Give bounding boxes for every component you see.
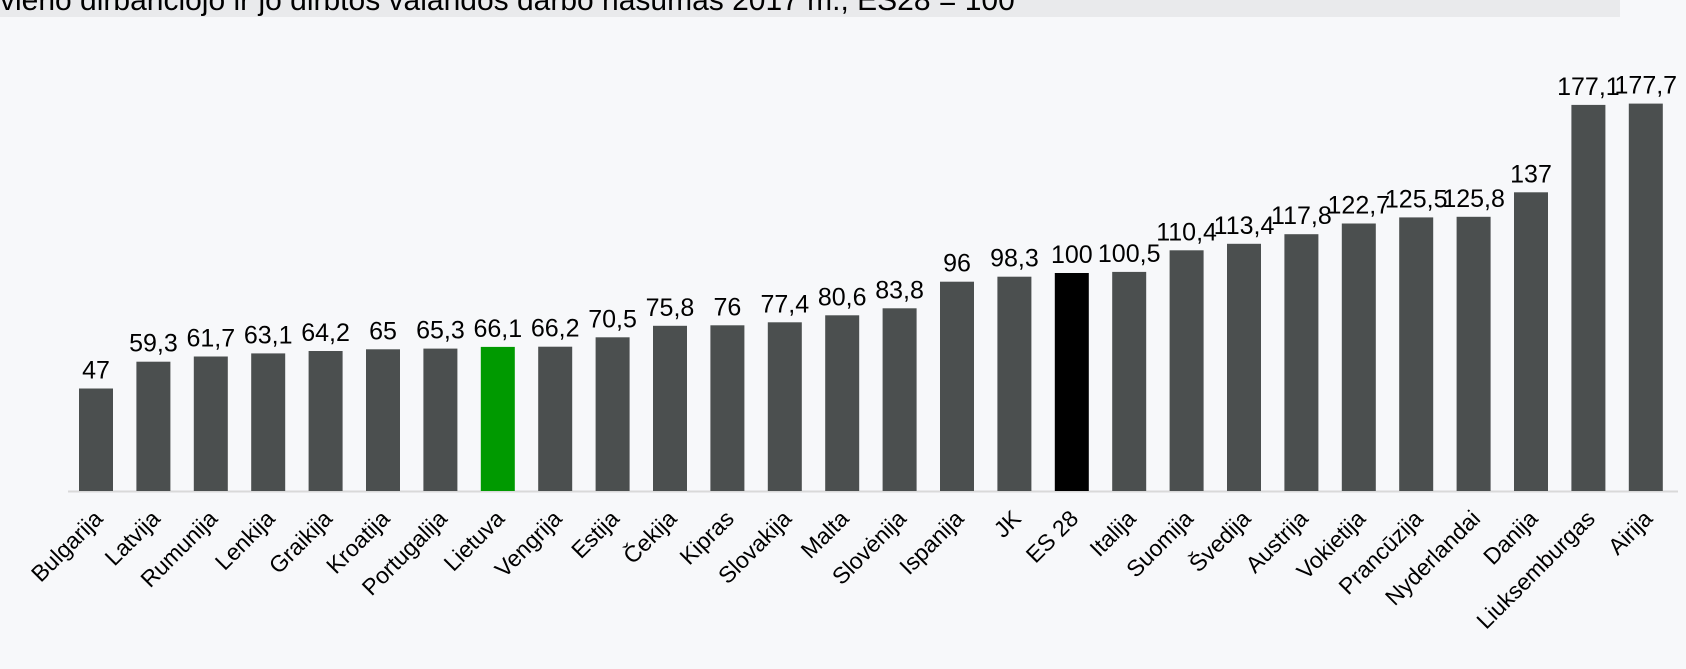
bar-portugalija <box>423 348 458 491</box>
value-label: 75,8 <box>646 294 695 322</box>
category-label: Švedija <box>1183 504 1256 577</box>
value-label: 65 <box>369 317 397 345</box>
bar-liuksemburgas <box>1571 104 1606 492</box>
value-label: 63,1 <box>244 321 293 349</box>
value-label: 77,4 <box>760 290 809 318</box>
bar-malta <box>825 315 860 491</box>
category-label: JK <box>989 505 1027 543</box>
value-label: 83,8 <box>875 276 924 304</box>
category-label: ES 28 <box>1021 505 1084 568</box>
bar-jk <box>997 276 1032 491</box>
bar-lenkija <box>251 353 286 491</box>
bar-prancūzija <box>1399 217 1434 491</box>
bar-rumunija <box>193 356 228 491</box>
value-label: 64,2 <box>301 319 350 347</box>
bar-slovėnija <box>882 308 917 491</box>
value-label: 177,7 <box>1615 72 1678 100</box>
bar-danija <box>1514 192 1548 492</box>
bar-airija <box>1628 103 1663 491</box>
bar-italija <box>1112 271 1147 491</box>
value-label: 125,8 <box>1442 185 1505 213</box>
value-label: 47 <box>82 357 110 385</box>
category-label: Bulgarija <box>26 505 108 587</box>
bar-kipras <box>710 325 745 491</box>
bar-slovakija <box>767 322 802 491</box>
value-label: 59,3 <box>129 330 178 358</box>
category-label: Ispanija <box>894 505 969 580</box>
category-label: Airija <box>1603 505 1658 560</box>
bar-švedija <box>1227 243 1261 491</box>
value-label: 61,7 <box>186 325 235 353</box>
bar-latvija <box>136 361 171 491</box>
value-label: 65,3 <box>416 317 465 345</box>
value-label: 98,3 <box>990 245 1039 273</box>
bar-austrija <box>1284 234 1319 491</box>
value-label: 110,4 <box>1156 218 1217 246</box>
bar-kroatija <box>366 349 400 491</box>
bar-bulgarija <box>79 388 113 491</box>
bar-graikija <box>308 351 343 491</box>
category-label: Čekija <box>617 504 681 568</box>
value-label: 96 <box>943 250 971 278</box>
value-label: 70,5 <box>588 305 637 333</box>
bar-ispanija <box>940 281 974 491</box>
bar-vengrija <box>538 346 573 491</box>
value-label: 66,1 <box>473 315 522 343</box>
value-label: 177,1 <box>1557 73 1620 101</box>
value-label: 117,8 <box>1271 202 1332 230</box>
bar-estija <box>595 337 630 491</box>
value-label: 66,2 <box>531 315 580 343</box>
value-label: 80,6 <box>818 283 867 311</box>
bar-vokietija <box>1341 223 1376 491</box>
chart-title: vieno dirbančiojo ir jo dirbtos valandos… <box>0 0 1015 17</box>
value-label: 100,5 <box>1098 240 1161 268</box>
value-label: 76 <box>713 293 741 321</box>
value-label: 100 <box>1051 241 1093 269</box>
bar-suomija <box>1169 250 1204 491</box>
category-label: Estija <box>566 505 624 563</box>
title-band: vieno dirbančiojo ir jo dirbtos valandos… <box>0 0 1620 17</box>
value-label: 137 <box>1510 160 1552 188</box>
value-label: 113,4 <box>1214 212 1275 240</box>
bar-čekija <box>653 325 687 491</box>
value-label: 122,7 <box>1328 192 1391 220</box>
bar-lietuva <box>480 346 515 491</box>
category-label: Graikija <box>264 505 338 579</box>
value-label: 125,5 <box>1385 185 1448 213</box>
bar-es-28 <box>1054 273 1089 491</box>
bar-nyderlandai <box>1456 216 1491 492</box>
